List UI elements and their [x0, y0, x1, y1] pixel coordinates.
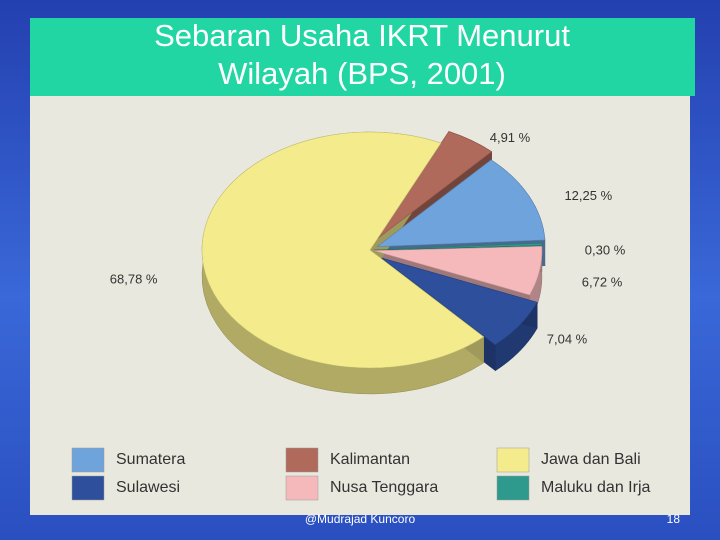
- slice: [381, 257, 538, 346]
- footer-author: @Mudrajad Kuncoro: [305, 512, 416, 526]
- slice: [377, 131, 493, 239]
- legend-swatch: [71, 475, 105, 501]
- legend-label: Jawa dan Bali: [541, 451, 641, 468]
- slice: [376, 159, 546, 247]
- legend-swatch: [496, 475, 530, 501]
- legend-swatch: [71, 447, 105, 473]
- chart-title: Sebaran Usaha IKRT Menurut Wilayah (BPS, …: [154, 18, 570, 91]
- slice-wall: [377, 159, 545, 273]
- title-box: [30, 18, 695, 96]
- legend-label: Sulawesi: [116, 479, 180, 496]
- value-label: 12,25 %: [564, 188, 612, 203]
- legend-swatch: [285, 447, 319, 473]
- legend-label: Maluku dan Irja: [541, 479, 650, 496]
- slice: [373, 242, 543, 251]
- legend-label: Kalimantan: [330, 451, 410, 468]
- value-label: 68,78 %: [110, 271, 158, 286]
- page-number: 18: [667, 512, 681, 526]
- slice: [201, 131, 485, 369]
- slice: [373, 245, 543, 296]
- legend-label: Nusa Tenggara: [330, 479, 438, 496]
- value-label: 4,91 %: [490, 130, 531, 145]
- legend-swatch: [285, 475, 319, 501]
- value-label: 0,30 %: [585, 243, 626, 258]
- legend-swatch: [496, 447, 530, 473]
- value-label: 7,04 %: [547, 331, 588, 346]
- legend-label: Sumatera: [116, 451, 185, 468]
- value-label: 6,72 %: [582, 274, 623, 289]
